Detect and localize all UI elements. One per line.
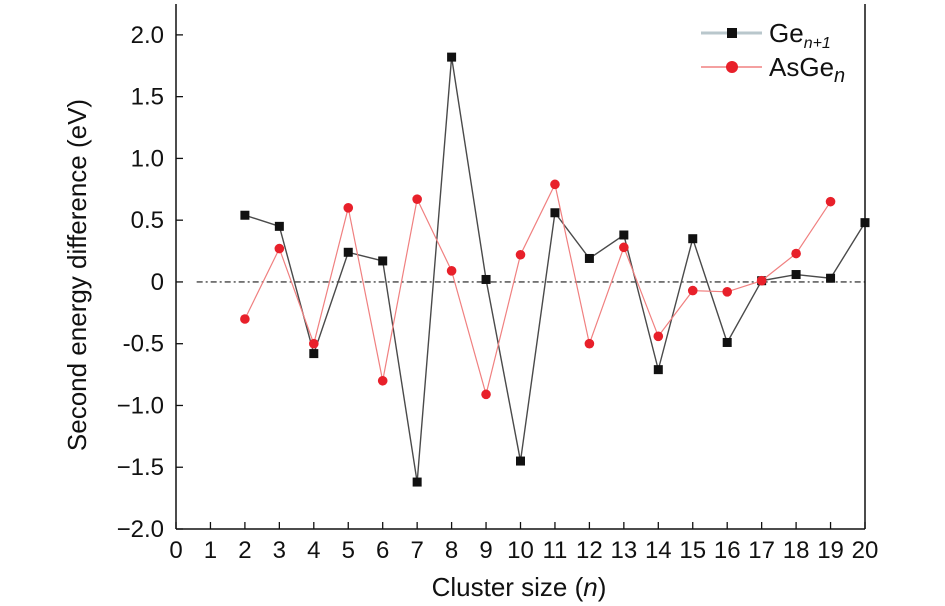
data-point-circle: [687, 285, 698, 296]
data-point-square: [343, 247, 353, 257]
data-point-square: [516, 456, 525, 466]
data-point-square: [826, 273, 836, 283]
x-tick-label: 13: [610, 537, 637, 564]
series-line-asge: [244, 182, 832, 397]
data-point-circle: [377, 375, 388, 386]
x-tick-label: 1: [204, 537, 217, 564]
data-point-square: [791, 270, 801, 280]
x-tick-label: 0: [169, 537, 182, 564]
data-point-square: [722, 337, 732, 347]
data-point-circle: [653, 331, 664, 342]
data-point-square: [653, 365, 663, 375]
y-tick-label: -0.5: [123, 331, 164, 358]
data-point-circle: [481, 389, 491, 400]
x-tick-labels: 0 1 2 3 4 5 6 7 8 9 10 11 12 13 14 15 16 17 18 19 20: [169, 537, 878, 564]
x-tick-label: 16: [714, 537, 741, 564]
y-tick-label: 0.5: [131, 207, 164, 234]
data-point-square: [584, 253, 594, 263]
y-tick-labels: −2.0 −1.5 −1.0 -0.5 0 0.5 1.0 1.5 2.0: [117, 22, 164, 543]
legend-marker-square: [727, 28, 737, 38]
x-tick-label: 19: [817, 537, 844, 564]
plot-area: [240, 52, 870, 487]
series-line-ge: [244, 57, 866, 483]
data-point-square: [412, 477, 422, 487]
data-point-circle: [309, 338, 319, 349]
legend-marker-circle: [726, 61, 738, 73]
data-point-circle: [584, 338, 595, 349]
data-point-circle: [240, 314, 250, 324]
x-tick-label: 12: [576, 537, 603, 564]
data-point-circle: [756, 275, 767, 286]
x-tick-label: 9: [479, 537, 492, 564]
data-point-square: [240, 210, 250, 220]
x-tick-label: 14: [645, 537, 672, 564]
data-point-square: [550, 208, 560, 218]
x-tick-label: 17: [748, 537, 775, 564]
x-tick-label: 8: [445, 537, 458, 564]
y-tick-label: −1.0: [117, 392, 164, 419]
data-point-square: [309, 349, 319, 359]
data-point-square: [378, 256, 388, 266]
x-tick-label: 11: [542, 537, 567, 564]
x-tick-label: 18: [783, 537, 810, 564]
y-tick-label: 0: [151, 269, 164, 296]
y-tick-label: −2.0: [117, 516, 164, 543]
data-point-square: [481, 274, 491, 284]
y-tick-label: 2.0: [131, 22, 164, 49]
data-point-circle: [791, 248, 801, 259]
y-axis-title: Second energy difference (eV): [62, 99, 92, 451]
legend-label: AsGen: [769, 52, 845, 87]
data-point-circle: [722, 287, 732, 297]
x-axis-title: Cluster size (n): [432, 572, 607, 602]
legend-label: Gen+1: [769, 18, 831, 52]
data-point-square: [619, 230, 629, 240]
data-point-circle: [412, 194, 422, 204]
data-point-circle: [550, 179, 560, 190]
x-tick-label: 7: [410, 537, 423, 564]
x-tick-label: 10: [507, 537, 534, 564]
data-point-circle: [343, 203, 354, 213]
x-tick-label: 6: [376, 537, 389, 564]
y-tick-label: 1.0: [131, 145, 164, 172]
data-point-circle: [274, 243, 285, 254]
x-tick-label: 20: [852, 537, 879, 564]
x-tick-label: 4: [307, 537, 320, 564]
x-tick-label: 2: [238, 537, 251, 564]
x-tick-label: 15: [679, 537, 706, 564]
data-point-circle: [515, 249, 526, 260]
y-tick-label: −1.5: [117, 454, 164, 481]
y-tick-label: 1.5: [131, 84, 164, 111]
data-point-square: [274, 221, 284, 231]
x-tick-label: 3: [273, 537, 286, 564]
axes: [175, 4, 866, 530]
data-point-circle: [619, 242, 629, 253]
data-point-square: [447, 52, 457, 62]
data-point-square: [688, 234, 698, 244]
data-point-circle: [446, 266, 457, 276]
data-point-circle: [825, 196, 836, 207]
x-tick-label: 5: [342, 537, 355, 564]
